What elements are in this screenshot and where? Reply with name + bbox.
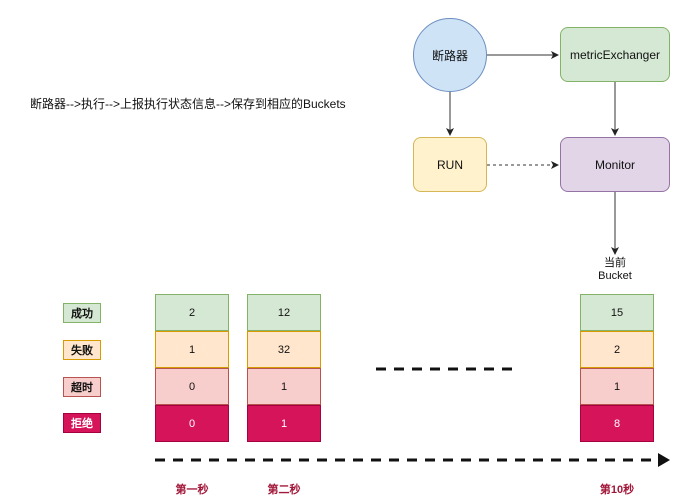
monitor-node: Monitor [560, 137, 670, 192]
bucket-1-rejected: 0 [155, 405, 229, 442]
metric-exchanger-node: metricExchanger [560, 27, 670, 82]
bucket-1-timeout: 0 [155, 368, 229, 405]
legend-timeout: 超时 [63, 377, 101, 397]
legend-rejected: 拒绝 [63, 413, 101, 433]
run-label: RUN [437, 157, 463, 172]
bucket-1-failure: 1 [155, 331, 229, 368]
bucket-1-label: 第一秒 [175, 484, 209, 496]
bucket-10-label: 第10秒 [599, 484, 635, 496]
legend-failure: 失败 [63, 340, 101, 360]
legend-success: 成功 [63, 303, 101, 323]
bucket-1-success: 2 [155, 294, 229, 331]
current-bucket-line1: 当前 [604, 257, 626, 269]
current-bucket-label: 当前 Bucket [585, 257, 645, 283]
bucket-10-timeout: 1 [580, 368, 654, 405]
bucket-10-failure: 2 [580, 331, 654, 368]
run-node: RUN [413, 137, 487, 192]
breaker-label: 断路器 [431, 48, 468, 63]
bucket-2-rejected: 1 [247, 405, 321, 442]
metric-exchanger-label: metricExchanger [569, 47, 661, 62]
breaker-node: 断路器 [413, 18, 487, 92]
bucket-2-label: 第二秒 [267, 484, 301, 496]
bucket-2-success: 12 [247, 294, 321, 331]
monitor-label: Monitor [594, 157, 635, 172]
bucket-10-success: 15 [580, 294, 654, 331]
flow-description: 断路器-->执行-->上报执行状态信息-->保存到相应的Buckets [30, 97, 346, 111]
bucket-10-rejected: 8 [580, 405, 654, 442]
bucket-2-timeout: 1 [247, 368, 321, 405]
bucket-2-failure: 32 [247, 331, 321, 368]
current-bucket-line2: Bucket [598, 270, 632, 282]
